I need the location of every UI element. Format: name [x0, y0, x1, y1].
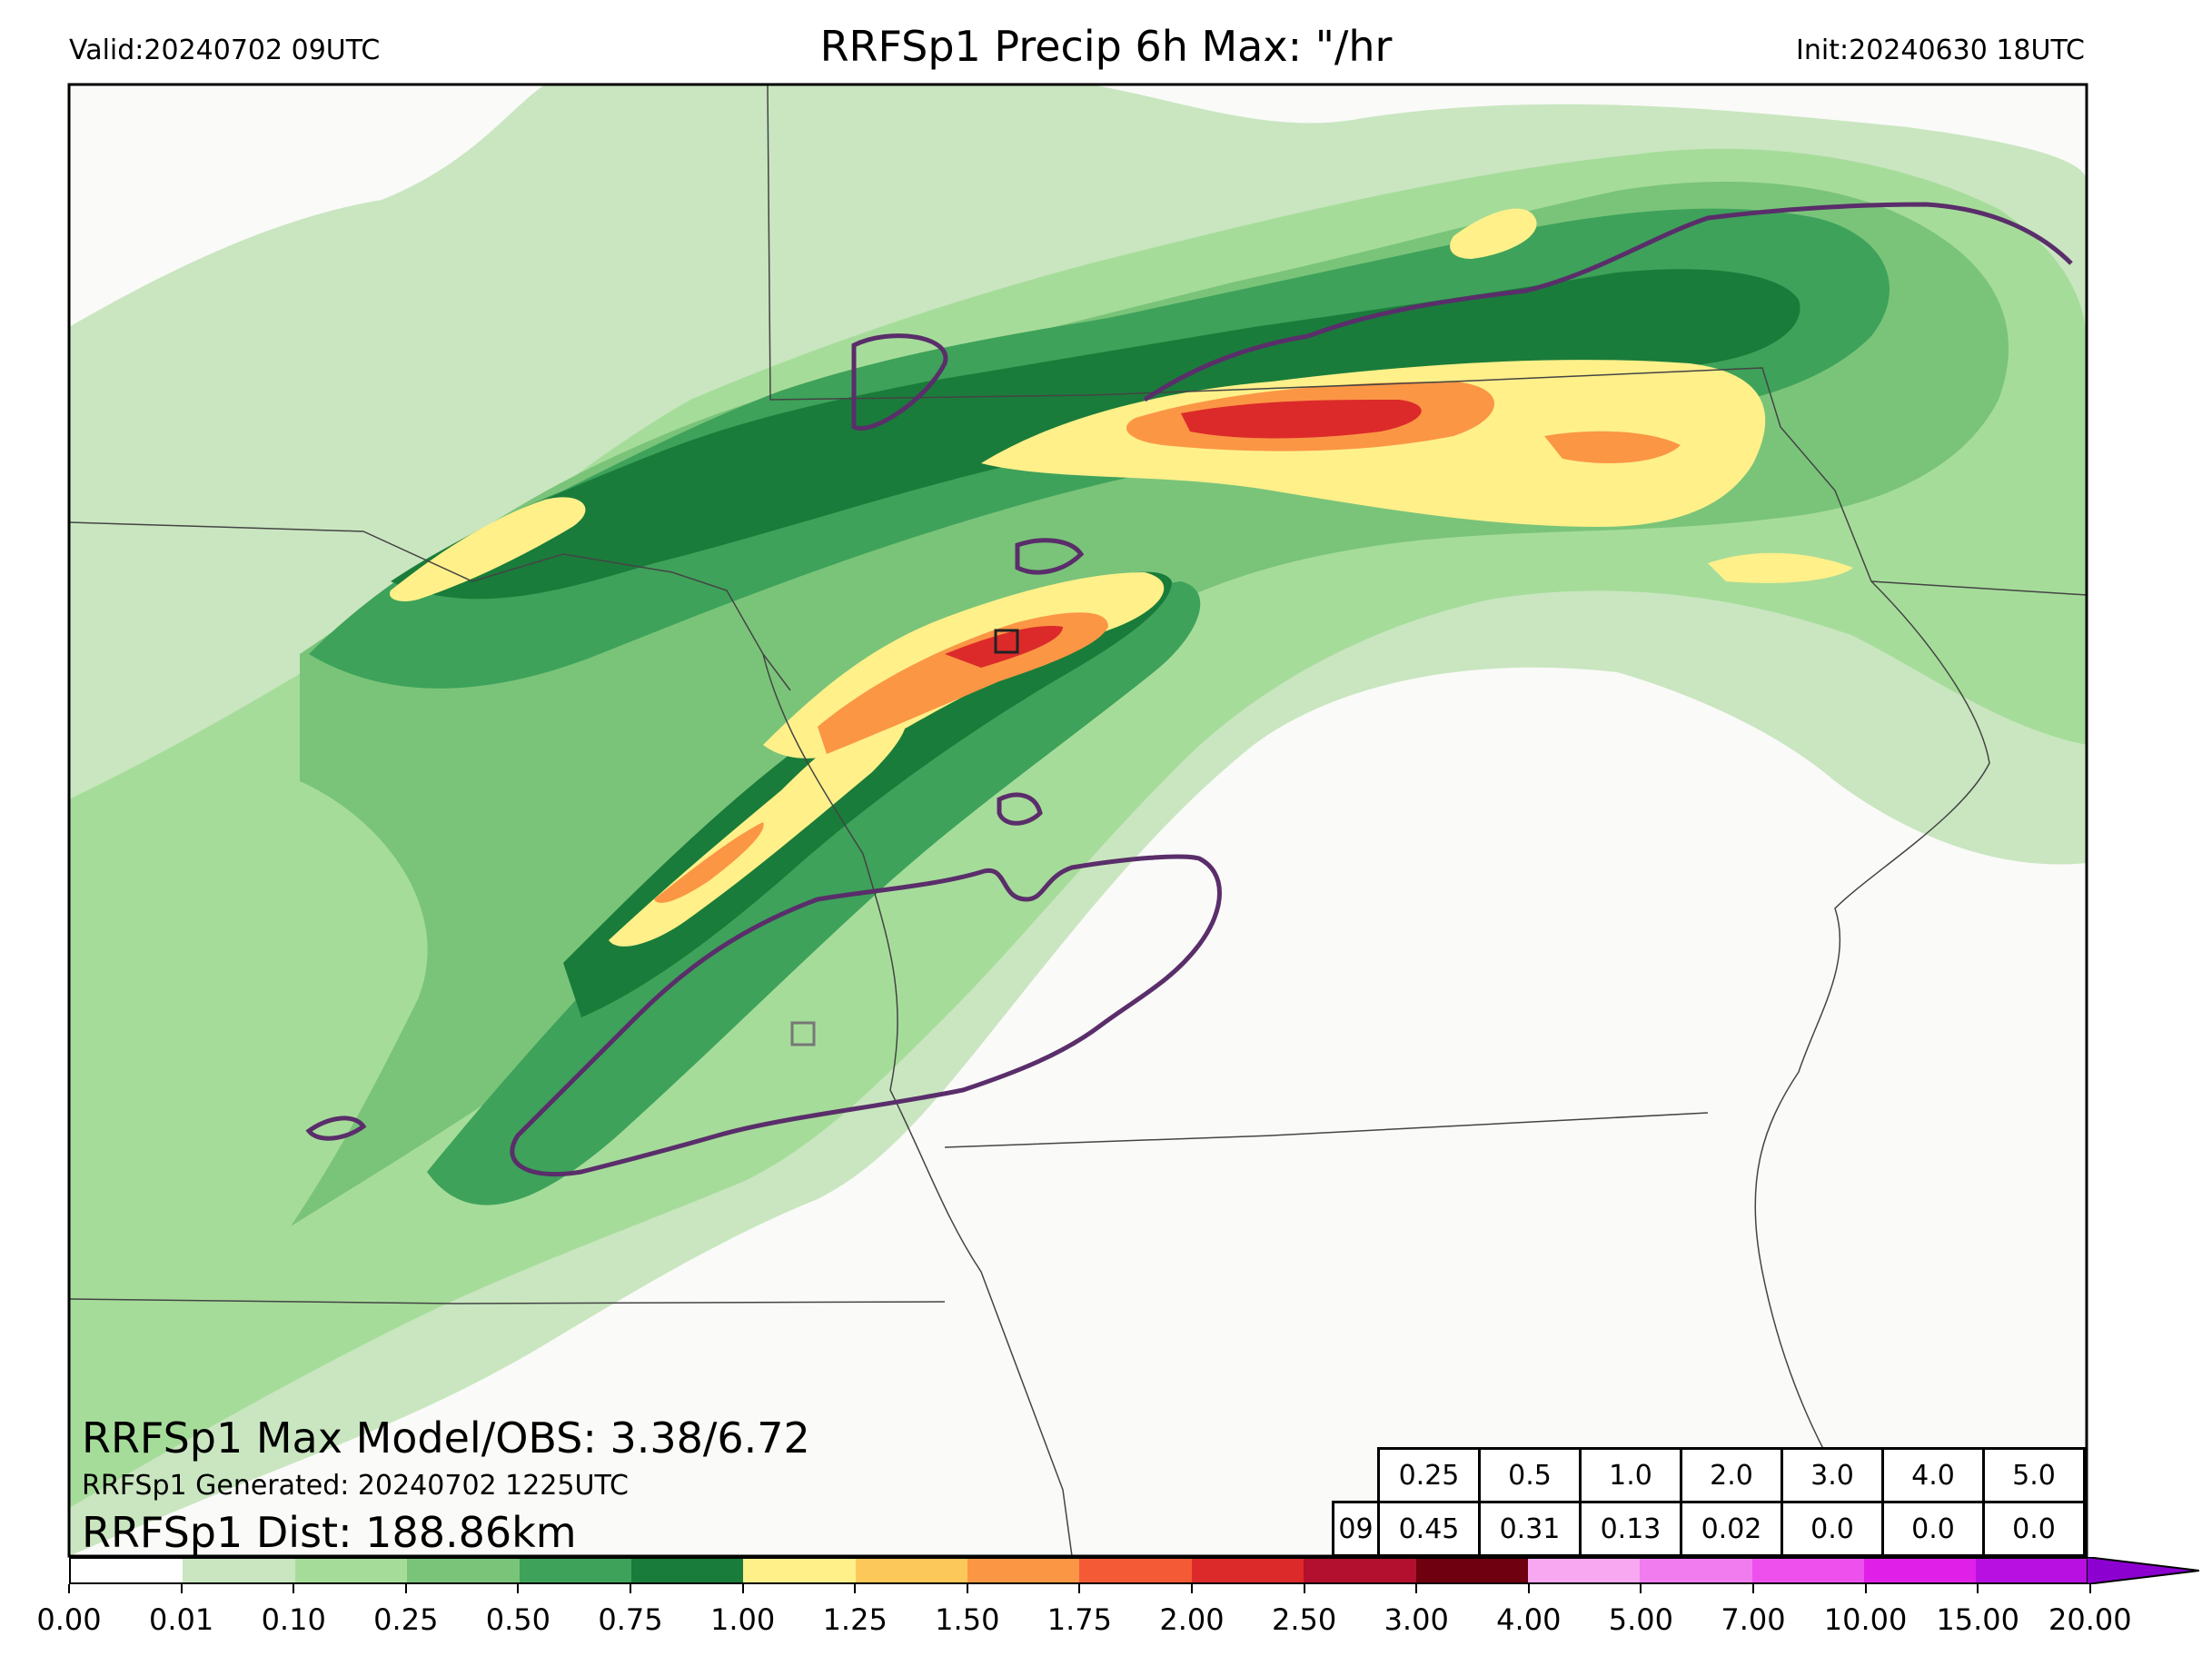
colorbar-segment	[1191, 1559, 1304, 1582]
colorbar-tick	[517, 1584, 520, 1593]
threshold-header: 5.0	[1982, 1447, 2086, 1503]
colorbar-tick-label: 0.01	[148, 1602, 214, 1637]
threshold-value: 0.0	[1982, 1501, 2086, 1557]
colorbar-tick	[1640, 1584, 1642, 1593]
colorbar-tick-label: 2.00	[1159, 1602, 1225, 1637]
colorbar-segment	[294, 1559, 408, 1582]
precip-yellow-east	[1708, 552, 1853, 583]
colorbar-tick	[1078, 1584, 1081, 1593]
threshold-value-table: 09 0.45 0.31 0.13 0.02 0.0 0.0 0.0	[1332, 1501, 2086, 1557]
threshold-header: 0.25	[1377, 1447, 1481, 1503]
colorbar-tick-label: 1.50	[935, 1602, 1000, 1637]
model-max-marker	[994, 629, 1019, 654]
max-model-obs: RRFSp1 Max Model/OBS: 3.38/6.72	[82, 1413, 810, 1463]
precip-yellow-nw	[390, 497, 586, 601]
colorbar-tick	[1527, 1584, 1530, 1593]
chart-title: RRFSp1 Precip 6h Max: "/hr	[819, 22, 1393, 71]
colorbar	[69, 1557, 2090, 1584]
init-time: Init:20240630 18UTC	[1796, 35, 2085, 66]
colorbar-segment	[1640, 1559, 1752, 1582]
generated-time: RRFSp1 Generated: 20240702 1225UTC	[82, 1470, 629, 1502]
colorbar-tick-label: 0.10	[261, 1602, 326, 1637]
precip-yellow-ne-small	[1450, 208, 1537, 259]
colorbar-tick	[966, 1584, 968, 1593]
colorbar-tick-label: 7.00	[1721, 1602, 1786, 1637]
colorbar-segment	[407, 1559, 520, 1582]
colorbar-tick-label: 0.75	[598, 1602, 663, 1637]
colorbar-tick	[1191, 1584, 1193, 1593]
threshold-header: 0.5	[1478, 1447, 1582, 1503]
threshold-header: 4.0	[1881, 1447, 1985, 1503]
colorbar-tick-label: 10.00	[1823, 1602, 1908, 1637]
colorbar-tick	[630, 1584, 631, 1593]
threshold-value: 0.0	[1781, 1501, 1884, 1557]
colorbar-segment	[1527, 1559, 1641, 1582]
colorbar-tick	[180, 1584, 183, 1593]
colorbar-segment	[1304, 1559, 1416, 1582]
colorbar-tick-label: 1.00	[709, 1602, 776, 1637]
obs-contour	[305, 202, 2073, 1177]
state-borders	[68, 84, 2088, 1557]
threshold-row-label: 09	[1332, 1501, 1380, 1557]
colorbar-segment	[1751, 1559, 1864, 1582]
threshold-value: 0.13	[1579, 1501, 1682, 1557]
colorbar-tick	[1415, 1584, 1418, 1593]
threshold-value: 0.02	[1680, 1501, 1783, 1557]
colorbar-segment	[743, 1559, 856, 1582]
colorbar-tick-label: 4.00	[1496, 1602, 1562, 1637]
colorbar-tick	[404, 1584, 407, 1593]
precip-orange-sw	[654, 822, 764, 903]
obs-max-marker	[790, 1021, 816, 1046]
colorbar-tick-label: 15.00	[1936, 1602, 2019, 1637]
threshold-header: 3.0	[1781, 1447, 1884, 1503]
colorbar-tick	[1752, 1584, 1754, 1593]
colorbar-tick-label: 0.00	[36, 1602, 102, 1637]
precip-green-sw-band	[427, 581, 1201, 1205]
colorbar-segment	[855, 1559, 967, 1582]
colorbar-tick-label: 1.75	[1046, 1602, 1113, 1637]
threshold-value: 0.31	[1478, 1501, 1582, 1557]
precip-red-central	[945, 626, 1063, 668]
colorbar-segment	[967, 1559, 1080, 1582]
colorbar-segment	[1976, 1559, 2088, 1582]
threshold-value: 0.0	[1881, 1501, 1985, 1557]
threshold-value: 0.45	[1377, 1501, 1481, 1557]
colorbar-tick-label: 1.25	[822, 1602, 888, 1637]
colorbar-tick	[854, 1584, 857, 1593]
colorbar-tick-label: 3.00	[1384, 1602, 1449, 1637]
colorbar-segment	[1415, 1559, 1528, 1582]
colorbar-ticks: 0.00 0.01 0.10 0.25 0.50 0.75 1.00 1.25 1.50 1.75…	[0, 1584, 2212, 1639]
colorbar-segment	[630, 1559, 744, 1582]
colorbar-tick-label: 20.00	[2048, 1602, 2132, 1637]
colorbar-segment	[1864, 1559, 1977, 1582]
precip-field	[69, 84, 2087, 1556]
colorbar-tick	[1303, 1584, 1305, 1593]
precip-red-ne	[1181, 400, 1422, 439]
colorbar-tick	[741, 1584, 744, 1593]
distance: RRFSp1 Dist: 188.86km	[82, 1508, 577, 1557]
colorbar-tick	[68, 1584, 70, 1593]
colorbar-tick-label: 0.50	[485, 1602, 551, 1637]
colorbar-tick-label: 0.25	[373, 1602, 439, 1637]
colorbar-tick	[293, 1584, 295, 1593]
colorbar-segment	[519, 1559, 631, 1582]
colorbar-tick-label: 2.50	[1271, 1602, 1337, 1637]
colorbar-tick	[2088, 1584, 2091, 1593]
colorbar-segment	[1079, 1559, 1192, 1582]
colorbar-tick-label: 5.00	[1608, 1602, 1674, 1637]
threshold-header: 1.0	[1579, 1447, 1682, 1503]
colorbar-segment	[71, 1559, 184, 1582]
colorbar-segment	[183, 1559, 295, 1582]
precip-darkgreen-sw-band	[563, 571, 1172, 1017]
colorbar-extend-arrow	[2087, 1557, 2199, 1584]
valid-time: Valid:20240702 09UTC	[69, 35, 381, 66]
threshold-header-table: 0.25 0.5 1.0 2.0 3.0 4.0 5.0	[1377, 1447, 2086, 1503]
threshold-header: 2.0	[1680, 1447, 1783, 1503]
colorbar-tick	[1977, 1584, 1979, 1593]
colorbar-tick	[1864, 1584, 1867, 1593]
precip-orange-e	[1544, 431, 1681, 463]
map-frame	[67, 83, 2088, 1558]
